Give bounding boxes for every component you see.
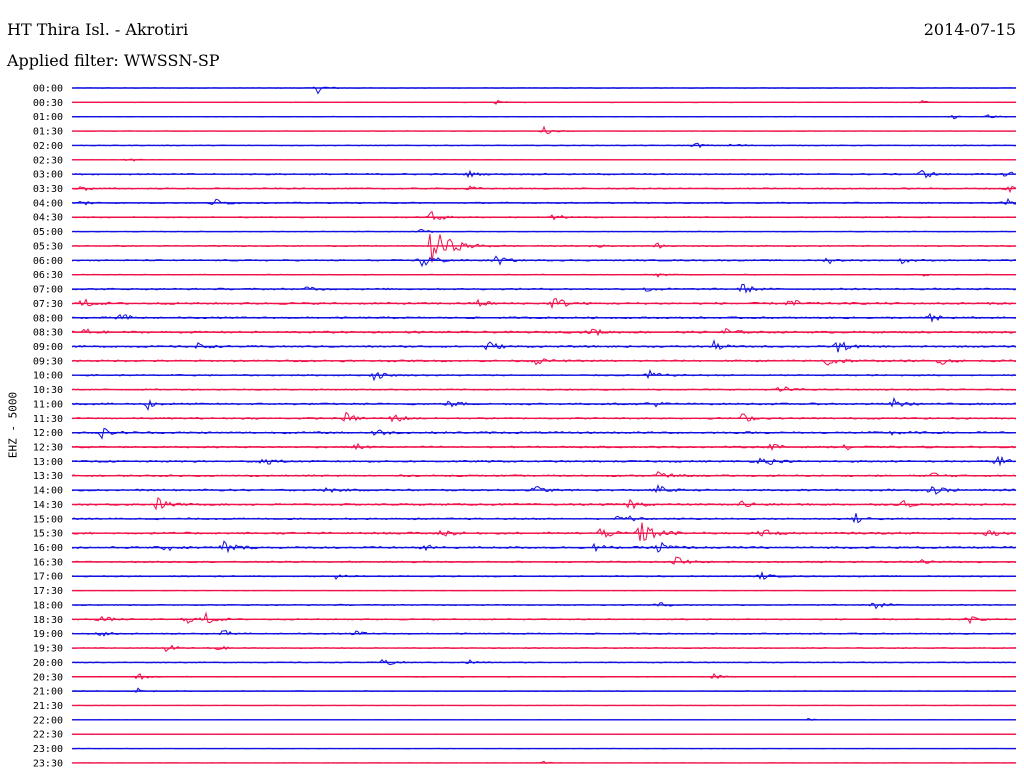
seismic-trace (71, 197, 1016, 206)
seismic-trace (71, 513, 1017, 524)
time-label: 16:00 (33, 543, 63, 554)
time-label: 02:00 (33, 141, 63, 152)
time-label: 11:30 (33, 414, 63, 425)
time-label: 18:30 (33, 615, 63, 626)
station-title: HT Thira Isl. - Akrotiri (7, 20, 189, 39)
seismic-trace (71, 142, 1016, 149)
time-label: 14:30 (33, 500, 63, 511)
time-label: 22:00 (33, 715, 63, 726)
seismic-trace (71, 630, 1017, 637)
seismic-trace (71, 611, 1017, 625)
time-label: 03:00 (33, 170, 63, 181)
time-label: 17:30 (33, 586, 63, 597)
seismic-trace (71, 522, 1017, 541)
seismic-trace (71, 396, 1017, 411)
time-label: 14:00 (33, 486, 63, 497)
seismic-trace (71, 411, 1017, 423)
time-label: 18:00 (33, 600, 63, 611)
time-label: 17:00 (33, 572, 63, 583)
seismic-trace (71, 570, 1017, 580)
seismic-trace (71, 717, 1017, 721)
time-label: 22:30 (33, 730, 63, 741)
seismic-trace (71, 233, 1017, 263)
seismic-trace (71, 644, 1016, 653)
time-label: 09:00 (33, 342, 63, 353)
time-label: 07:00 (33, 285, 63, 296)
seismic-trace (72, 602, 1017, 610)
date-label: 2014-07-15 (923, 20, 1016, 39)
seismic-trace (71, 368, 1017, 382)
time-label: 01:30 (33, 127, 63, 138)
seismic-trace (71, 284, 1017, 294)
seismic-trace (71, 125, 1017, 135)
seismic-trace (71, 496, 1017, 511)
seismic-trace (71, 255, 1017, 268)
seismic-trace (72, 158, 1017, 162)
seismic-trace (71, 470, 1017, 478)
time-label: 10:30 (33, 385, 63, 396)
time-label: 11:00 (33, 399, 63, 410)
time-label: 16:30 (33, 557, 63, 568)
time-label: 13:30 (33, 471, 63, 482)
time-label: 23:00 (33, 744, 63, 755)
seismic-trace (71, 760, 1017, 765)
time-label: 05:00 (33, 227, 63, 238)
time-label: 02:30 (33, 155, 63, 166)
time-label: 06:00 (33, 256, 63, 267)
seismic-trace (71, 228, 1016, 233)
seismic-trace (71, 99, 1017, 105)
time-label: 21:00 (33, 687, 63, 698)
time-label: 20:00 (33, 658, 63, 669)
time-label: 04:30 (33, 213, 63, 224)
time-label: 10:00 (33, 371, 63, 382)
time-label: 05:30 (33, 241, 63, 252)
time-label: 03:30 (33, 184, 63, 195)
seismic-trace (71, 483, 1017, 495)
seismic-trace (71, 427, 1017, 440)
time-label: 08:30 (33, 328, 63, 339)
time-label: 09:30 (33, 356, 63, 367)
time-label: 12:00 (33, 428, 63, 439)
seismic-trace (71, 687, 1017, 693)
seismic-trace (71, 672, 1017, 681)
seismic-trace (72, 327, 1017, 337)
time-label: 01:00 (33, 112, 63, 123)
seismic-trace (71, 540, 1017, 554)
time-label: 15:00 (33, 514, 63, 525)
time-label: 19:30 (33, 644, 63, 655)
time-label: 00:30 (33, 98, 63, 109)
time-label: 00:00 (33, 84, 63, 95)
seismic-trace (71, 338, 1017, 353)
seismic-trace (71, 273, 1017, 278)
time-label: 13:00 (33, 457, 63, 468)
seismic-trace (71, 442, 1017, 451)
seismic-trace (72, 114, 1017, 120)
seismic-trace (71, 297, 1017, 310)
seismic-trace (71, 169, 1017, 179)
seismic-trace (71, 556, 1017, 565)
time-label: 21:30 (33, 701, 63, 712)
seismic-trace (71, 86, 1017, 95)
time-label: 04:00 (33, 198, 63, 209)
seismic-trace (71, 659, 1017, 666)
seismic-trace (71, 386, 1017, 392)
seismic-trace (71, 312, 1017, 323)
time-label: 15:30 (33, 529, 63, 540)
seismic-trace (71, 358, 1017, 366)
time-label: 12:30 (33, 443, 63, 454)
time-label: 07:30 (33, 299, 63, 310)
time-label: 08:00 (33, 313, 63, 324)
seismic-trace (71, 455, 1017, 467)
seismic-trace (72, 210, 1017, 221)
time-label: 23:30 (33, 758, 63, 769)
time-label: 19:00 (33, 629, 63, 640)
time-label: 20:30 (33, 672, 63, 683)
seismic-trace (71, 185, 1017, 194)
filter-label: Applied filter: WWSSN-SP (7, 51, 220, 70)
time-label: 06:30 (33, 270, 63, 281)
